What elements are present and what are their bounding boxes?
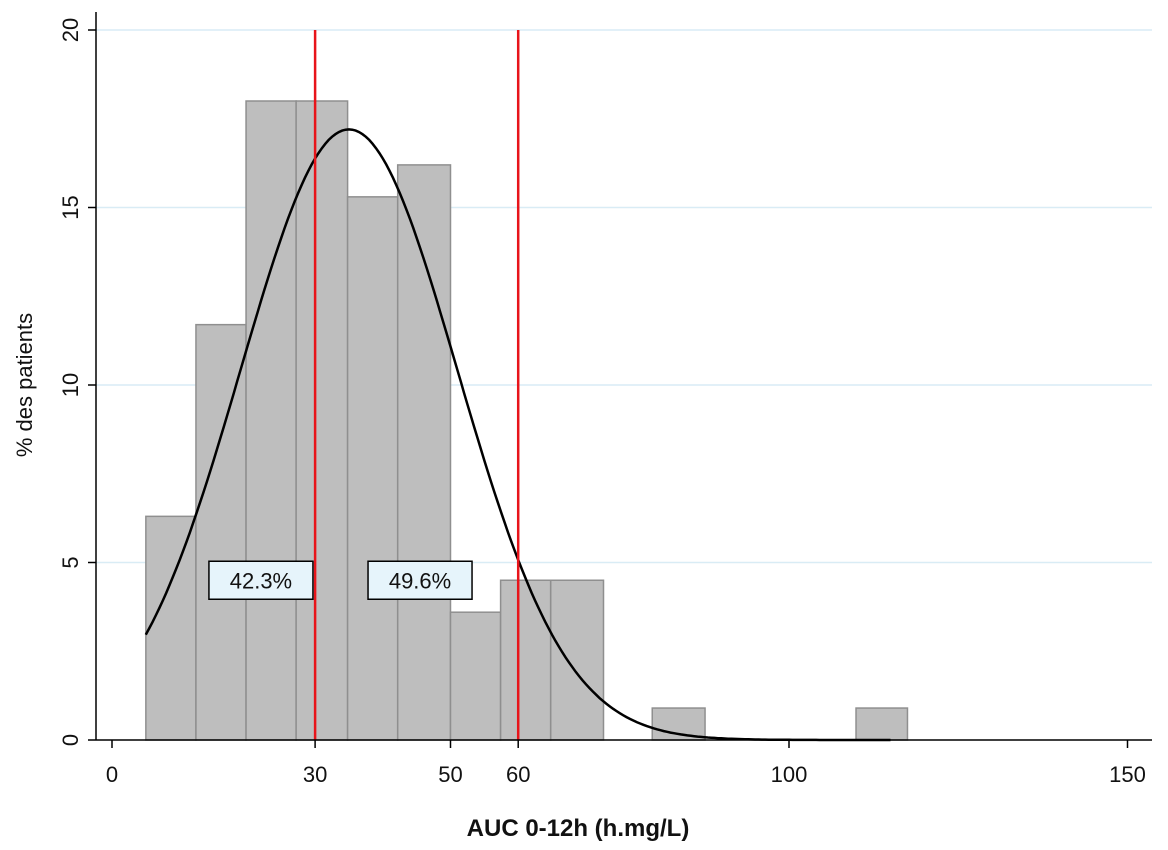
histogram-bar [245,100,297,741]
x-tick-label: 60 [506,762,530,787]
histogram-bar [396,164,452,741]
x-tick-label: 0 [106,762,118,787]
histogram-bar [549,579,605,741]
histogram-bar [499,579,552,741]
x-tick-label: 150 [1109,762,1146,787]
annotation-box [367,560,473,600]
axes: 0 5 10 15 20 0 30 50 60 100 150 [58,12,1152,787]
histogram-bar [855,707,909,741]
y-tick-label: 0 [58,734,83,746]
x-tick-label: 30 [303,762,327,787]
x-axis-label: AUC 0-12h (h.mg/L) [467,815,690,842]
y-axis-label: % des patients [12,313,37,457]
annotation-box [208,560,314,600]
histogram-bar [295,100,349,741]
histogram-bar [145,515,197,741]
y-tick-label: 5 [58,556,83,568]
y-tick-label: 20 [58,18,83,42]
histogram-bar [449,611,502,741]
y-tick-label: 15 [58,195,83,219]
x-tick-label: 50 [438,762,462,787]
annotation-label: 42.3% [230,568,292,593]
histogram-bar [195,323,247,741]
annotation-label: 49.6% [389,568,451,593]
x-tick-label: 100 [771,762,808,787]
histogram-bars [145,100,909,741]
annotation-layer: 42.3% 49.6% [208,560,473,600]
y-tick-label: 10 [58,373,83,397]
threshold-lines [313,30,520,740]
histogram-bar [346,196,399,741]
